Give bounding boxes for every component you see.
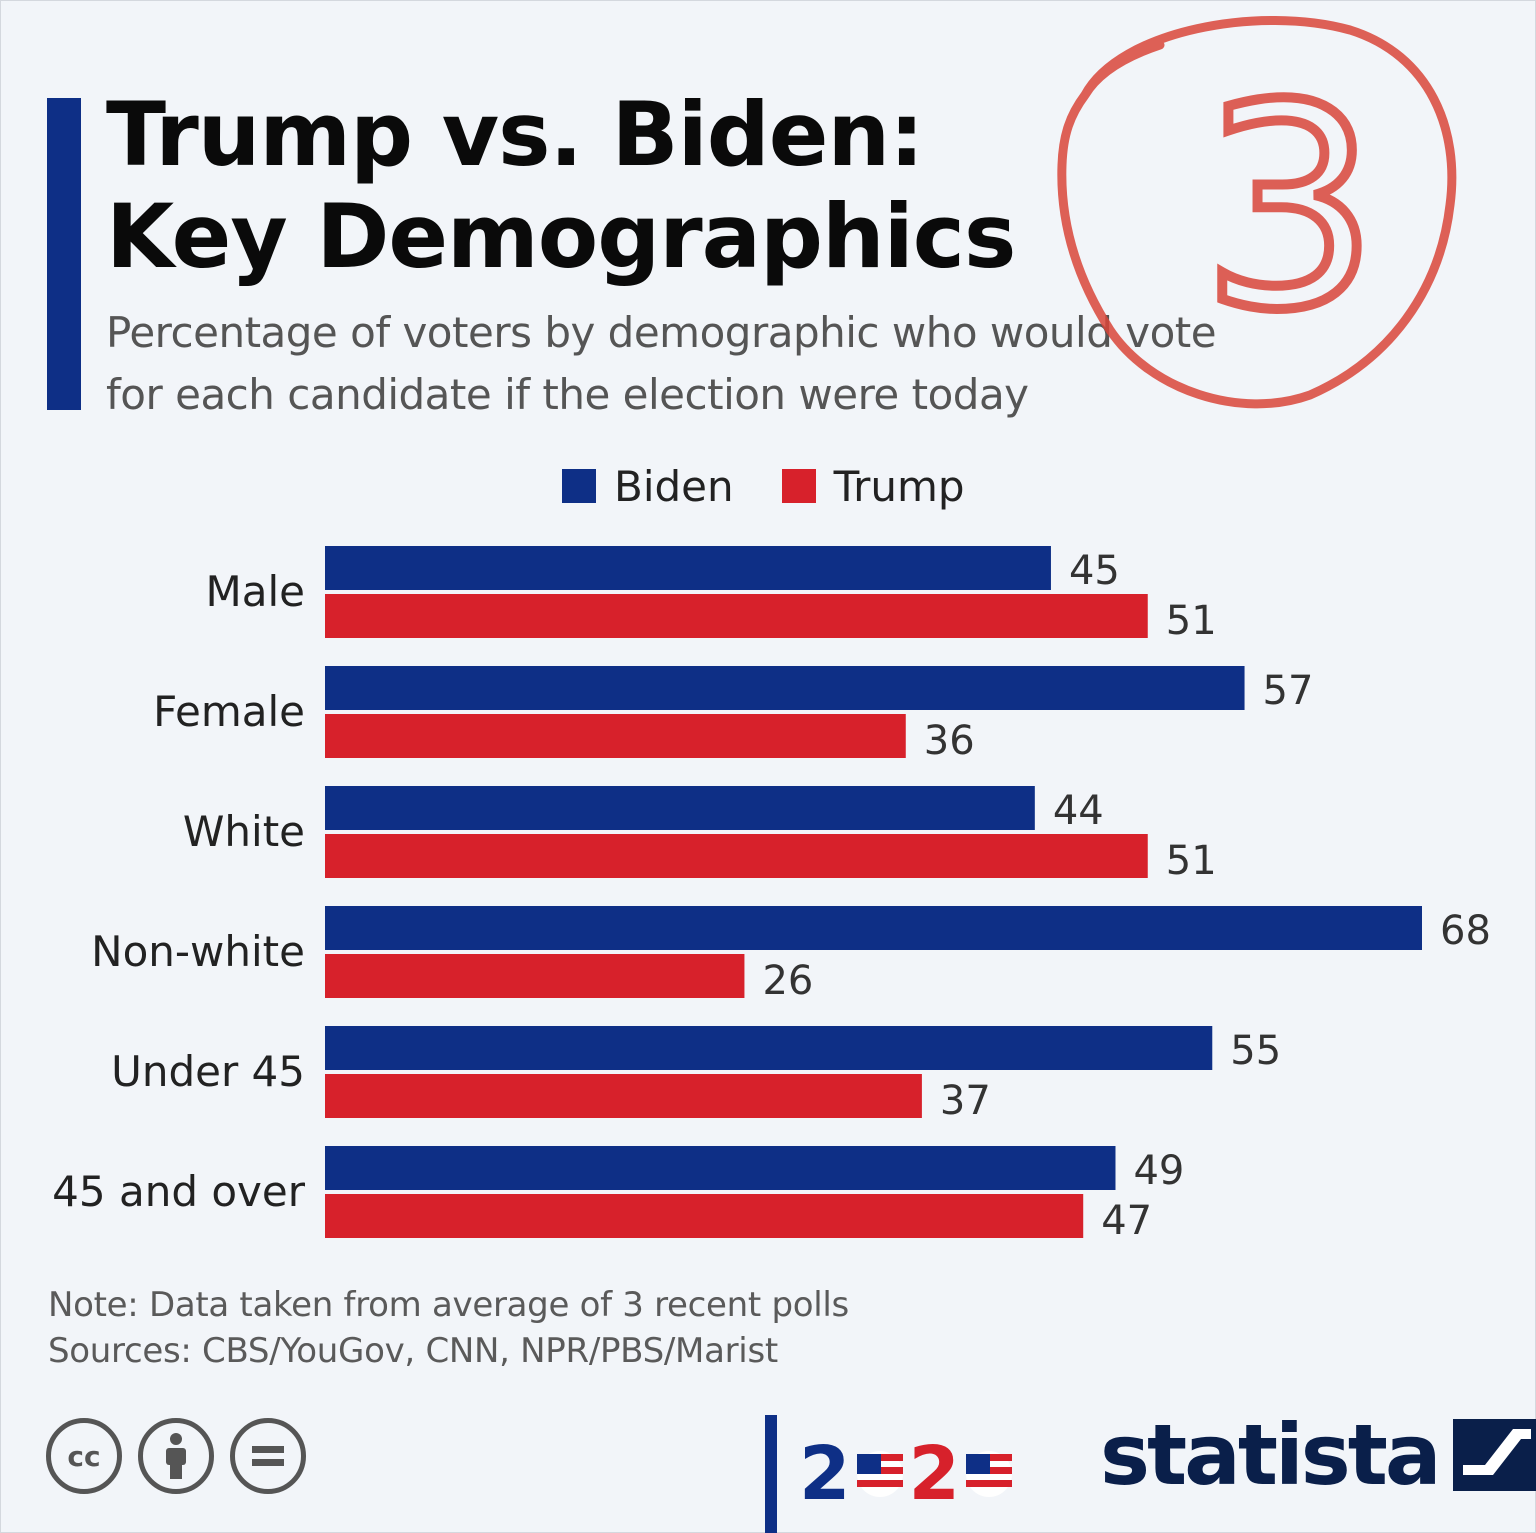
bar-trump-non-white — [325, 954, 745, 998]
category-label-45-and-over: 45 and over — [52, 1167, 306, 1216]
value-label-biden-non-white: 68 — [1440, 908, 1491, 954]
handwritten-annotation: 3 — [1057, 16, 1457, 409]
bar-biden-non-white — [325, 906, 1422, 950]
bar-biden-45-and-over — [325, 1146, 1116, 1190]
logo-accent-bar — [765, 1415, 777, 1533]
value-label-biden-white: 44 — [1053, 788, 1104, 834]
chart-legend: Biden Trump — [562, 458, 1013, 514]
subtitle-line-1: Percentage of voters by demographic who … — [106, 308, 1217, 357]
legend-label-trump: Trump — [833, 461, 965, 511]
value-label-trump-45-and-over: 47 — [1101, 1198, 1152, 1244]
year-digit-a: 2 — [799, 1431, 851, 1517]
no-derivatives-icon — [230, 1418, 306, 1494]
legend-swatch-biden — [562, 469, 596, 503]
bar-trump-45-and-over — [325, 1194, 1084, 1238]
chart-subtitle: Percentage of voters by demographic who … — [106, 302, 1406, 426]
legend-item-biden: Biden — [562, 462, 734, 511]
bar-biden-male — [325, 546, 1051, 590]
category-label-female: Female — [153, 687, 305, 736]
value-label-biden-under-45: 55 — [1230, 1028, 1281, 1074]
bar-trump-white — [325, 834, 1148, 878]
bar-chart: Male 45 51 Female 57 36 White 44 51 Non-white 68 26… — [52, 546, 1491, 1244]
category-label-non-white: Non-white — [91, 927, 305, 976]
bar-trump-female — [325, 714, 906, 758]
legend-swatch-trump — [781, 469, 816, 503]
election-2020-logo: 2 2 — [765, 1415, 1018, 1533]
category-label-under-45: Under 45 — [111, 1047, 305, 1096]
note-text: Note: Data taken from average of 3 recen… — [48, 1285, 849, 1325]
category-label-male: Male — [206, 567, 305, 616]
bar-biden-female — [325, 666, 1245, 710]
bar-trump-under-45 — [325, 1074, 922, 1118]
bar-biden-white — [325, 786, 1035, 830]
bar-biden-under-45 — [325, 1026, 1213, 1070]
statista-logo: statista — [1100, 1400, 1536, 1510]
value-label-trump-male: 51 — [1166, 598, 1217, 644]
value-label-biden-45-and-over: 49 — [1133, 1148, 1184, 1194]
flag-icon — [966, 1451, 1012, 1497]
value-label-biden-male: 45 — [1069, 548, 1120, 594]
legend-label-biden: Biden — [614, 461, 734, 511]
license-icons: cc — [46, 1418, 322, 1494]
subtitle-line-2: for each candidate if the election were … — [106, 370, 1029, 419]
title-line-2: Key Demographics — [106, 185, 1016, 288]
title-accent-bar — [47, 98, 81, 410]
title-line-1: Trump vs. Biden: — [106, 83, 924, 186]
statista-logo-icon — [1452, 1419, 1536, 1491]
category-label-white: White — [183, 807, 305, 856]
legend-item-trump: Trump — [781, 461, 965, 511]
value-label-trump-white: 51 — [1166, 838, 1217, 884]
annotation-circle — [1057, 16, 1457, 409]
year-digit-b: 2 — [908, 1431, 961, 1517]
annotation-digit: 3 — [1201, 46, 1379, 372]
chart-footnote: Note: Data taken from average of 3 recen… — [48, 1282, 849, 1374]
value-label-biden-female: 57 — [1263, 668, 1314, 714]
cc-icon: cc — [46, 1418, 122, 1494]
chart-title: Trump vs. Biden: Key Demographics — [106, 83, 1016, 288]
year-mark: 2 2 — [799, 1431, 1018, 1517]
flag-icon — [856, 1451, 903, 1497]
brand-name: statista — [1100, 1406, 1442, 1504]
value-label-trump-female: 36 — [924, 718, 975, 764]
bar-trump-male — [325, 594, 1148, 638]
sources-text: Sources: CBS/YouGov, CNN, NPR/PBS/Marist — [48, 1331, 778, 1371]
attribution-icon — [138, 1418, 214, 1494]
value-label-trump-under-45: 37 — [940, 1078, 991, 1124]
value-label-trump-non-white: 26 — [762, 958, 813, 1004]
